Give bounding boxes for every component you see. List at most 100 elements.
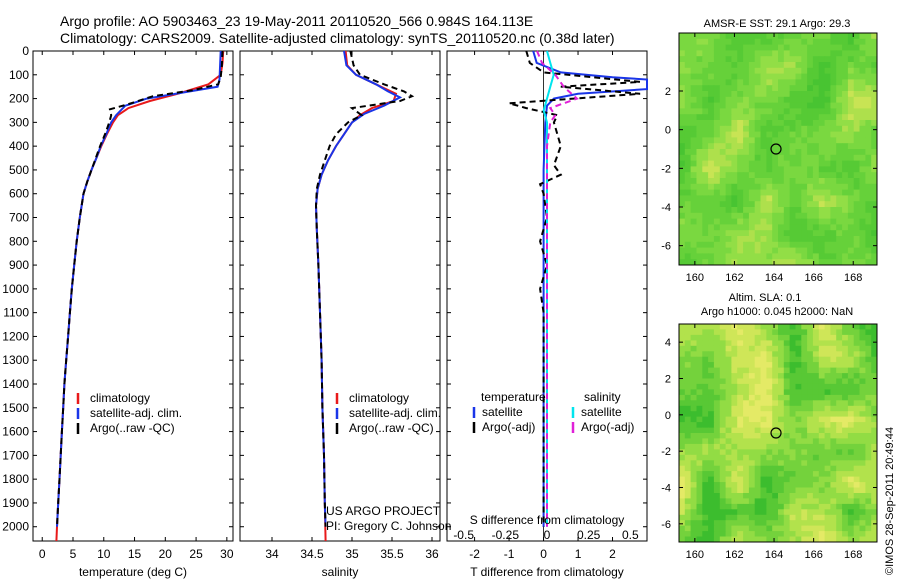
map-cell (783, 62, 791, 69)
map-cell (830, 230, 837, 237)
map-cell (719, 427, 727, 434)
map-cell (795, 183, 802, 191)
map-cell (708, 102, 715, 109)
map-cell (801, 438, 808, 445)
series-line-satellite-adj-clim- (56, 50, 222, 527)
map-cell (836, 378, 843, 385)
map-cell (818, 131, 826, 138)
map-cell (859, 79, 866, 86)
depth-tick-label: 1100 (3, 306, 29, 320)
header-line-2: Climatology: CARS2009. Satellite-adjuste… (60, 30, 615, 46)
map-cell (702, 362, 709, 369)
map-cell (725, 201, 732, 208)
map-cell (807, 79, 814, 86)
map-cell (702, 422, 709, 429)
map-cell (737, 525, 744, 532)
map-cell (719, 356, 727, 363)
map-cell (690, 218, 697, 225)
map-cell (684, 454, 692, 461)
map-cell (684, 207, 692, 214)
map-cell (789, 351, 796, 358)
map-cell (865, 367, 872, 374)
map-cell (702, 334, 709, 341)
map-cell (801, 362, 808, 369)
map-cell (690, 50, 697, 57)
map-y-tick-label: 4 (665, 337, 671, 349)
map-cell (789, 172, 796, 179)
map-cell (754, 207, 761, 214)
map-cell (737, 465, 744, 472)
map-cell (725, 422, 732, 429)
map-cell (789, 503, 796, 510)
map-cell (836, 514, 843, 521)
map-cell (737, 212, 744, 220)
map-cell (713, 509, 721, 516)
map-cell (766, 56, 773, 63)
map-cell (807, 334, 814, 341)
map-cell (713, 476, 721, 483)
map-cell (812, 493, 820, 499)
map-cell (679, 247, 686, 254)
map-cell (871, 79, 878, 86)
map-cell (760, 224, 767, 231)
map-cell (772, 73, 779, 80)
map-cell (684, 324, 692, 330)
map-cell (713, 329, 721, 336)
map-cell (737, 498, 744, 505)
map-cell (748, 195, 756, 202)
map-cell (871, 411, 878, 418)
map-cell (737, 259, 744, 266)
map-cell (847, 356, 855, 363)
map-cell (824, 482, 831, 489)
map-cell (696, 471, 703, 478)
map-cell (807, 247, 814, 254)
map-cell (812, 422, 820, 429)
map-cell (684, 362, 692, 369)
map-cell (737, 373, 744, 380)
map-cell (708, 195, 715, 202)
map-cell (824, 531, 831, 538)
map-cell (847, 120, 855, 127)
map-cell (754, 514, 761, 521)
map-cell (725, 33, 732, 40)
map-cell (789, 389, 796, 396)
map-cell (830, 514, 837, 521)
map-cell (836, 67, 843, 75)
map-cell (818, 218, 826, 225)
map-cell (679, 536, 686, 543)
map-cell (824, 422, 831, 429)
map-cell (748, 253, 756, 260)
map-cell (789, 38, 796, 46)
map-cell (853, 405, 860, 412)
map-cell (754, 400, 761, 407)
map-cell (795, 137, 802, 144)
map-cell (748, 114, 756, 121)
map-cell (865, 85, 872, 92)
map-cell (824, 33, 831, 40)
map-cell (836, 183, 843, 191)
map-cell (789, 520, 796, 527)
map-cell (772, 324, 779, 330)
map-cell (713, 525, 721, 532)
map-cell (865, 96, 872, 104)
map-cell (748, 422, 756, 429)
map-frame (678, 32, 878, 266)
map-cell (731, 236, 738, 243)
map-cell (853, 449, 860, 456)
map-cell (818, 195, 826, 202)
map-cell (865, 154, 872, 162)
map-cell (824, 367, 831, 374)
map-cell (871, 383, 878, 390)
map-cell (772, 218, 779, 225)
map-cell (853, 400, 860, 407)
map-cell (772, 38, 779, 46)
map-cell (812, 438, 820, 445)
map-cell (748, 443, 756, 450)
map-cell (696, 454, 703, 461)
map-cell (754, 443, 761, 450)
map-cell (824, 487, 831, 494)
map-cell (853, 416, 860, 423)
map-cell (737, 345, 744, 352)
map-cell (783, 114, 791, 121)
map-cell (818, 207, 826, 214)
